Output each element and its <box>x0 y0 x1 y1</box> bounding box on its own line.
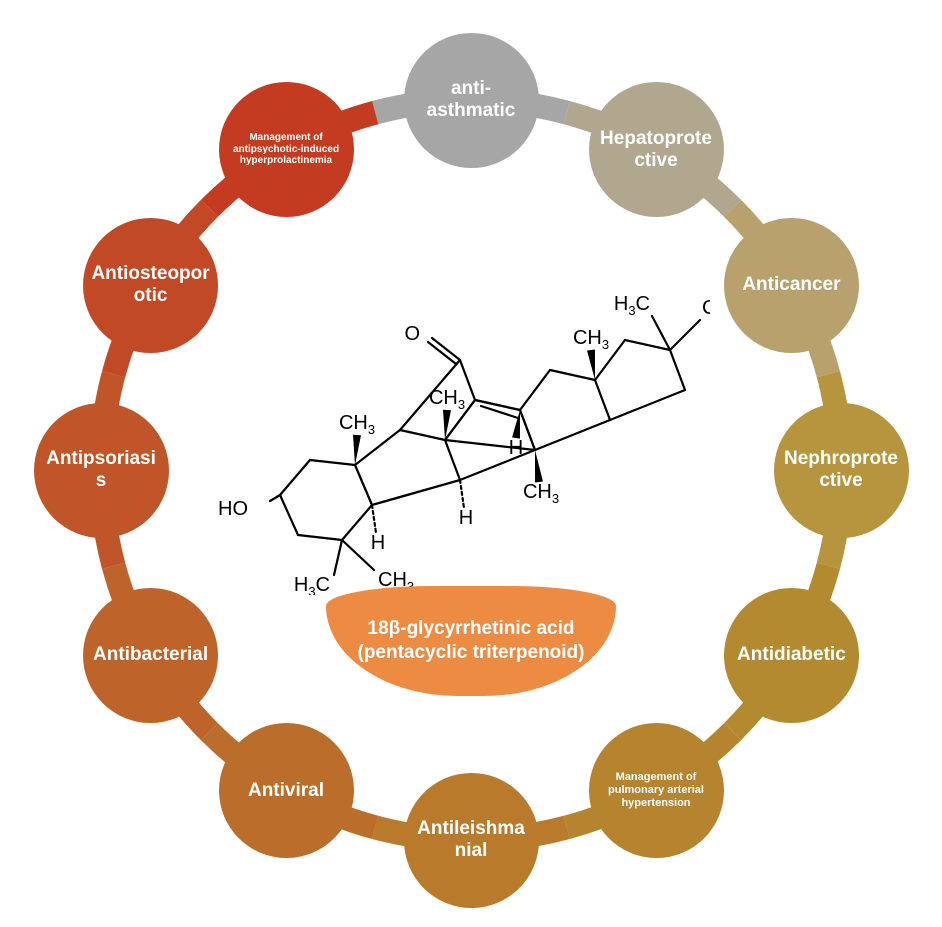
svg-text:H: H <box>459 507 473 529</box>
property-node-anticancer: Anticancer <box>724 218 859 353</box>
svg-text:H: H <box>509 437 523 459</box>
property-node-antipsoriasis: Antipsoriasis <box>34 403 169 538</box>
property-node-label: Management of antipsychotic-induced hype… <box>227 132 346 167</box>
property-node-label: Antiviral <box>248 780 324 802</box>
svg-text:CH3: CH3 <box>523 481 559 506</box>
svg-text:CO2H: CO2H <box>702 297 710 322</box>
property-node-label: Antidiabetic <box>737 644 846 666</box>
property-node-antibacterial: Antibacterial <box>83 588 218 723</box>
compound-name-label: 18β-glycyrrhetinic acid (pentacyclic tri… <box>326 586 616 696</box>
property-node-antiviral: Antiviral <box>219 723 354 858</box>
property-node-antileishmanial: Antileishmanial <box>404 773 539 908</box>
property-node-label: Nephroprotective <box>782 448 901 492</box>
compound-name-text: 18β-glycyrrhetinic acid (pentacyclic tri… <box>348 617 594 665</box>
svg-text:H: H <box>371 532 385 554</box>
property-node-anti-asthmatic: anti-asthmatic <box>404 33 539 168</box>
property-node-label: anti-asthmatic <box>412 78 531 122</box>
property-node-label: Antiosteoporotic <box>91 263 210 307</box>
property-node-label: Anticancer <box>742 274 840 296</box>
molecule-structure: OHOH3CCH3CH3CH3CH3CH3HHHH3CCO2H <box>210 195 710 595</box>
svg-text:CH3: CH3 <box>339 412 375 437</box>
property-node-label: Hepatoprotective <box>597 128 716 172</box>
diagram-stage: OHOH3CCH3CH3CH3CH3CH3HHHH3CCO2H 18β-glyc… <box>0 0 942 927</box>
svg-text:CH3: CH3 <box>573 327 609 352</box>
property-node-antidiabetic: Antidiabetic <box>724 588 859 723</box>
svg-text:H3C: H3C <box>294 574 330 595</box>
property-node-hyperprolactinemia: Management of antipsychotic-induced hype… <box>219 82 354 217</box>
property-node-label: Antibacterial <box>93 644 208 666</box>
svg-text:CH3: CH3 <box>429 387 465 412</box>
property-node-hepatoprotective: Hepatoprotective <box>589 82 724 217</box>
svg-text:O: O <box>404 323 420 345</box>
property-node-pah: Management of pulmonary arterial hyperte… <box>589 723 724 858</box>
property-node-antiosteoporotic: Antiosteoporotic <box>83 218 218 353</box>
svg-text:H3C: H3C <box>614 293 650 318</box>
property-node-label: Antileishmanial <box>412 818 531 862</box>
property-node-label: Management of pulmonary arterial hyperte… <box>597 771 716 809</box>
svg-text:HO: HO <box>218 498 248 520</box>
property-node-nephroprotective: Nephroprotective <box>774 403 909 538</box>
property-node-label: Antipsoriasis <box>42 448 161 492</box>
